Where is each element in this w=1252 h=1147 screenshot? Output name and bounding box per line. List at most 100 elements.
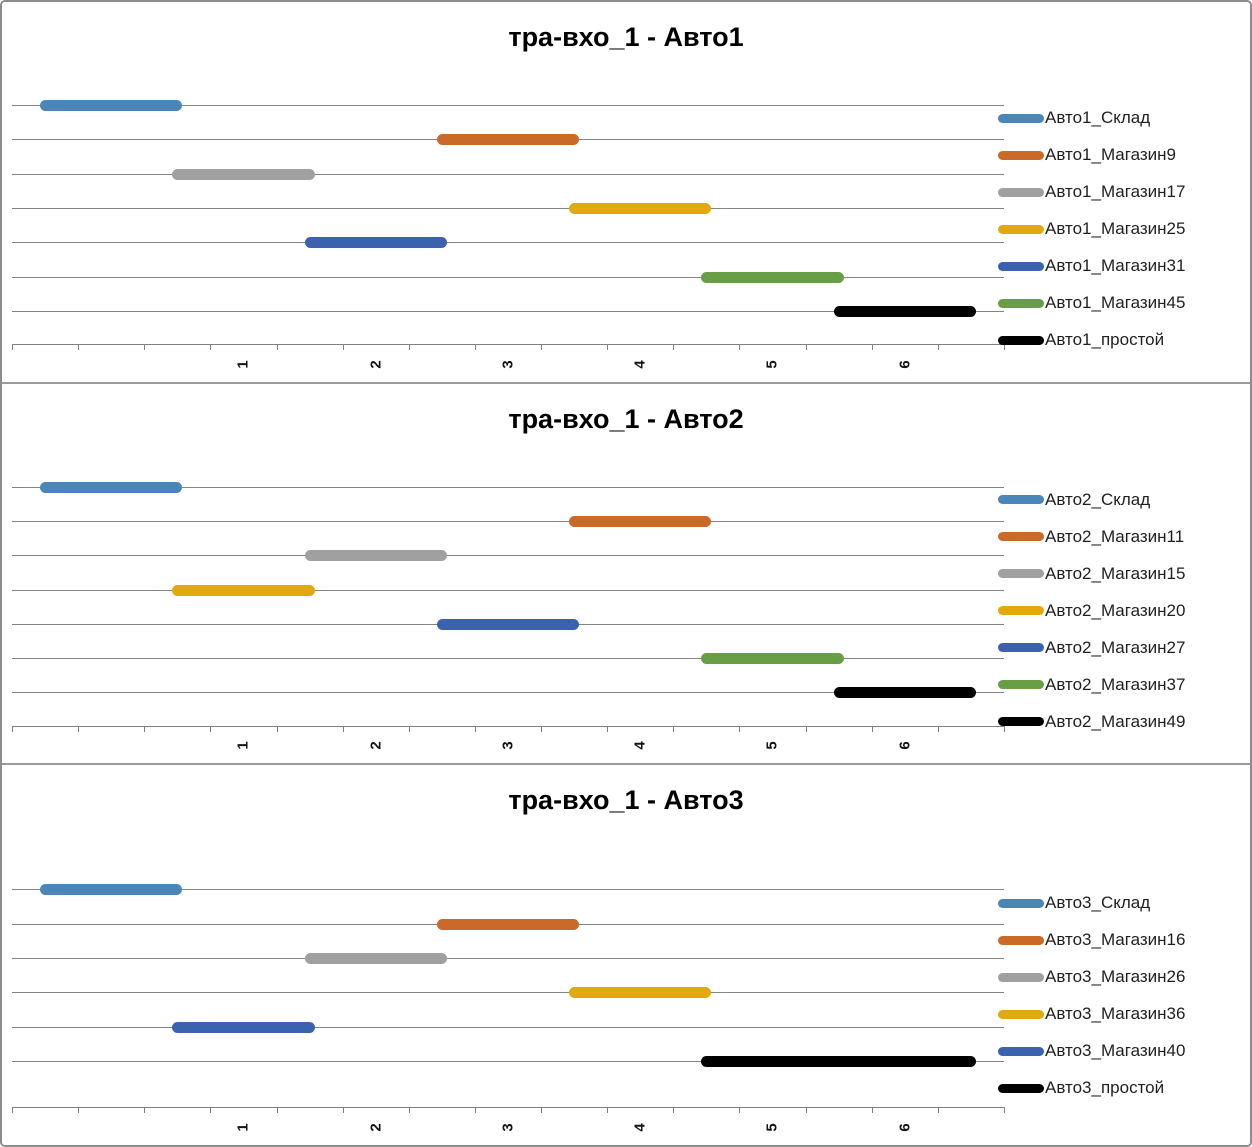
legend-item: Авто2_Магазин15 xyxy=(998,564,1238,584)
legend-item: Авто1_Магазин45 xyxy=(998,293,1238,313)
legend-marker-icon xyxy=(998,606,1044,616)
legend-marker-icon xyxy=(998,972,1044,982)
axis-tick-mark xyxy=(805,725,807,732)
gridline xyxy=(12,589,1004,591)
legend-item: Авто2_Магазин20 xyxy=(998,601,1238,621)
x-axis-label-text: 4 xyxy=(631,741,649,750)
series-bar xyxy=(304,237,447,249)
axis-tick-mark xyxy=(144,1107,146,1114)
gridline xyxy=(12,1060,1004,1062)
x-axis-label: 4 xyxy=(629,730,651,762)
gridline xyxy=(12,957,1004,959)
series-bar xyxy=(436,918,580,930)
legend-marker-icon xyxy=(998,717,1044,727)
gridline xyxy=(12,992,1004,994)
legend-label: Авто3_простой xyxy=(1045,1078,1165,1098)
x-axis-label: 4 xyxy=(629,348,651,380)
axis-tick-mark xyxy=(739,1107,741,1114)
legend-marker-icon xyxy=(998,1046,1044,1056)
x-axis-label: 6 xyxy=(894,348,916,380)
x-axis-label-text: 1 xyxy=(234,741,252,750)
series-bar xyxy=(701,271,844,283)
axis-tick-mark xyxy=(805,344,807,350)
axis-tick-mark xyxy=(12,1107,13,1114)
legend-item: Авто3_Склад xyxy=(998,893,1238,913)
legend-label: Авто3_Магазин36 xyxy=(1045,1004,1186,1024)
series-bar xyxy=(833,687,976,699)
series-bar xyxy=(569,987,712,999)
axis-tick-mark xyxy=(541,725,543,732)
x-axis-label-text: 6 xyxy=(896,1123,914,1132)
gridline xyxy=(12,310,1004,312)
axis-tick-mark xyxy=(541,1107,543,1114)
axis-tick-mark xyxy=(1004,1107,1005,1114)
legend-item: Авто2_Склад xyxy=(998,490,1238,510)
x-axis-label: 2 xyxy=(365,348,387,380)
axis-tick-mark xyxy=(408,725,410,732)
x-axis-label-text: 5 xyxy=(764,1123,782,1132)
gridline xyxy=(12,520,1004,522)
x-axis-label-text: 2 xyxy=(367,1123,385,1132)
axis-tick-mark xyxy=(673,725,675,732)
axis-tick-mark xyxy=(871,725,873,732)
chart-title: тра-вхо_1 - Авто2 xyxy=(508,403,744,434)
x-axis-label: 3 xyxy=(497,348,519,380)
axis-tick-mark xyxy=(276,1107,278,1114)
gridline xyxy=(12,889,1004,891)
series-bar xyxy=(40,481,183,493)
legend-item: Авто3_Магазин26 xyxy=(998,967,1238,987)
x-axis-label-text: 3 xyxy=(499,1123,517,1132)
axis-tick-mark xyxy=(607,1107,609,1114)
plot-area: 1 2 3 4 5 6 xyxy=(12,88,1005,368)
series-bar xyxy=(40,100,183,111)
gridline xyxy=(12,1026,1004,1028)
chart-title: тра-вхо_1 - Авто3 xyxy=(508,785,744,816)
legend-label: Авто1_Магазин45 xyxy=(1045,293,1186,312)
axis-tick-mark xyxy=(937,725,939,732)
axis-tick-mark xyxy=(739,344,741,350)
series-bar xyxy=(172,168,315,180)
legend-item: Авто1_простой xyxy=(998,330,1238,350)
series-bar xyxy=(569,515,712,527)
legend-label: Авто2_Склад xyxy=(1045,489,1151,509)
axis-tick-mark xyxy=(78,344,80,350)
legend-marker-icon xyxy=(998,298,1044,308)
series-bar xyxy=(701,653,844,665)
x-axis-label-text: 4 xyxy=(631,1123,649,1132)
legend-label: Авто1_Магазин25 xyxy=(1045,219,1186,238)
legend-item: Авто1_Магазин31 xyxy=(998,256,1238,276)
legend-item: Авто2_Магазин49 xyxy=(998,712,1238,732)
axis-tick-mark xyxy=(276,344,278,350)
legend-marker-icon xyxy=(998,1009,1044,1019)
series-bar xyxy=(436,134,580,146)
legend-marker-icon xyxy=(998,113,1044,123)
legend-item: Авто2_Магазин11 xyxy=(998,527,1238,547)
x-axis-label: 2 xyxy=(365,1111,387,1143)
axis-tick-mark xyxy=(871,1107,873,1114)
x-axis-label-text: 4 xyxy=(631,359,649,369)
legend-marker-icon xyxy=(998,935,1044,945)
x-axis-label-text: 3 xyxy=(499,359,517,369)
axis-tick-mark xyxy=(937,344,939,350)
axis-tick-mark xyxy=(805,1107,807,1114)
legend-item: Авто1_Магазин17 xyxy=(998,182,1238,202)
x-axis-label: 6 xyxy=(894,1111,916,1143)
legend-item: Авто3_простой xyxy=(998,1078,1238,1098)
x-axis-label: 1 xyxy=(232,730,254,762)
series-bar xyxy=(40,884,183,896)
axis-tick-mark xyxy=(541,344,543,350)
legend-marker-icon xyxy=(998,680,1044,690)
gridline xyxy=(12,658,1004,660)
legend-label: Авто2_Магазин37 xyxy=(1045,674,1186,694)
legend-label: Авто2_Магазин27 xyxy=(1045,637,1186,657)
gridline xyxy=(12,486,1004,488)
legend-marker-icon xyxy=(998,261,1044,271)
x-axis-label-text: 6 xyxy=(896,359,914,369)
series-bar xyxy=(436,618,580,630)
x-axis-label: 5 xyxy=(762,348,784,380)
x-axis-label: 3 xyxy=(497,730,519,762)
legend-label: Авто2_Магазин20 xyxy=(1045,600,1186,620)
axis-tick-mark xyxy=(607,725,609,732)
